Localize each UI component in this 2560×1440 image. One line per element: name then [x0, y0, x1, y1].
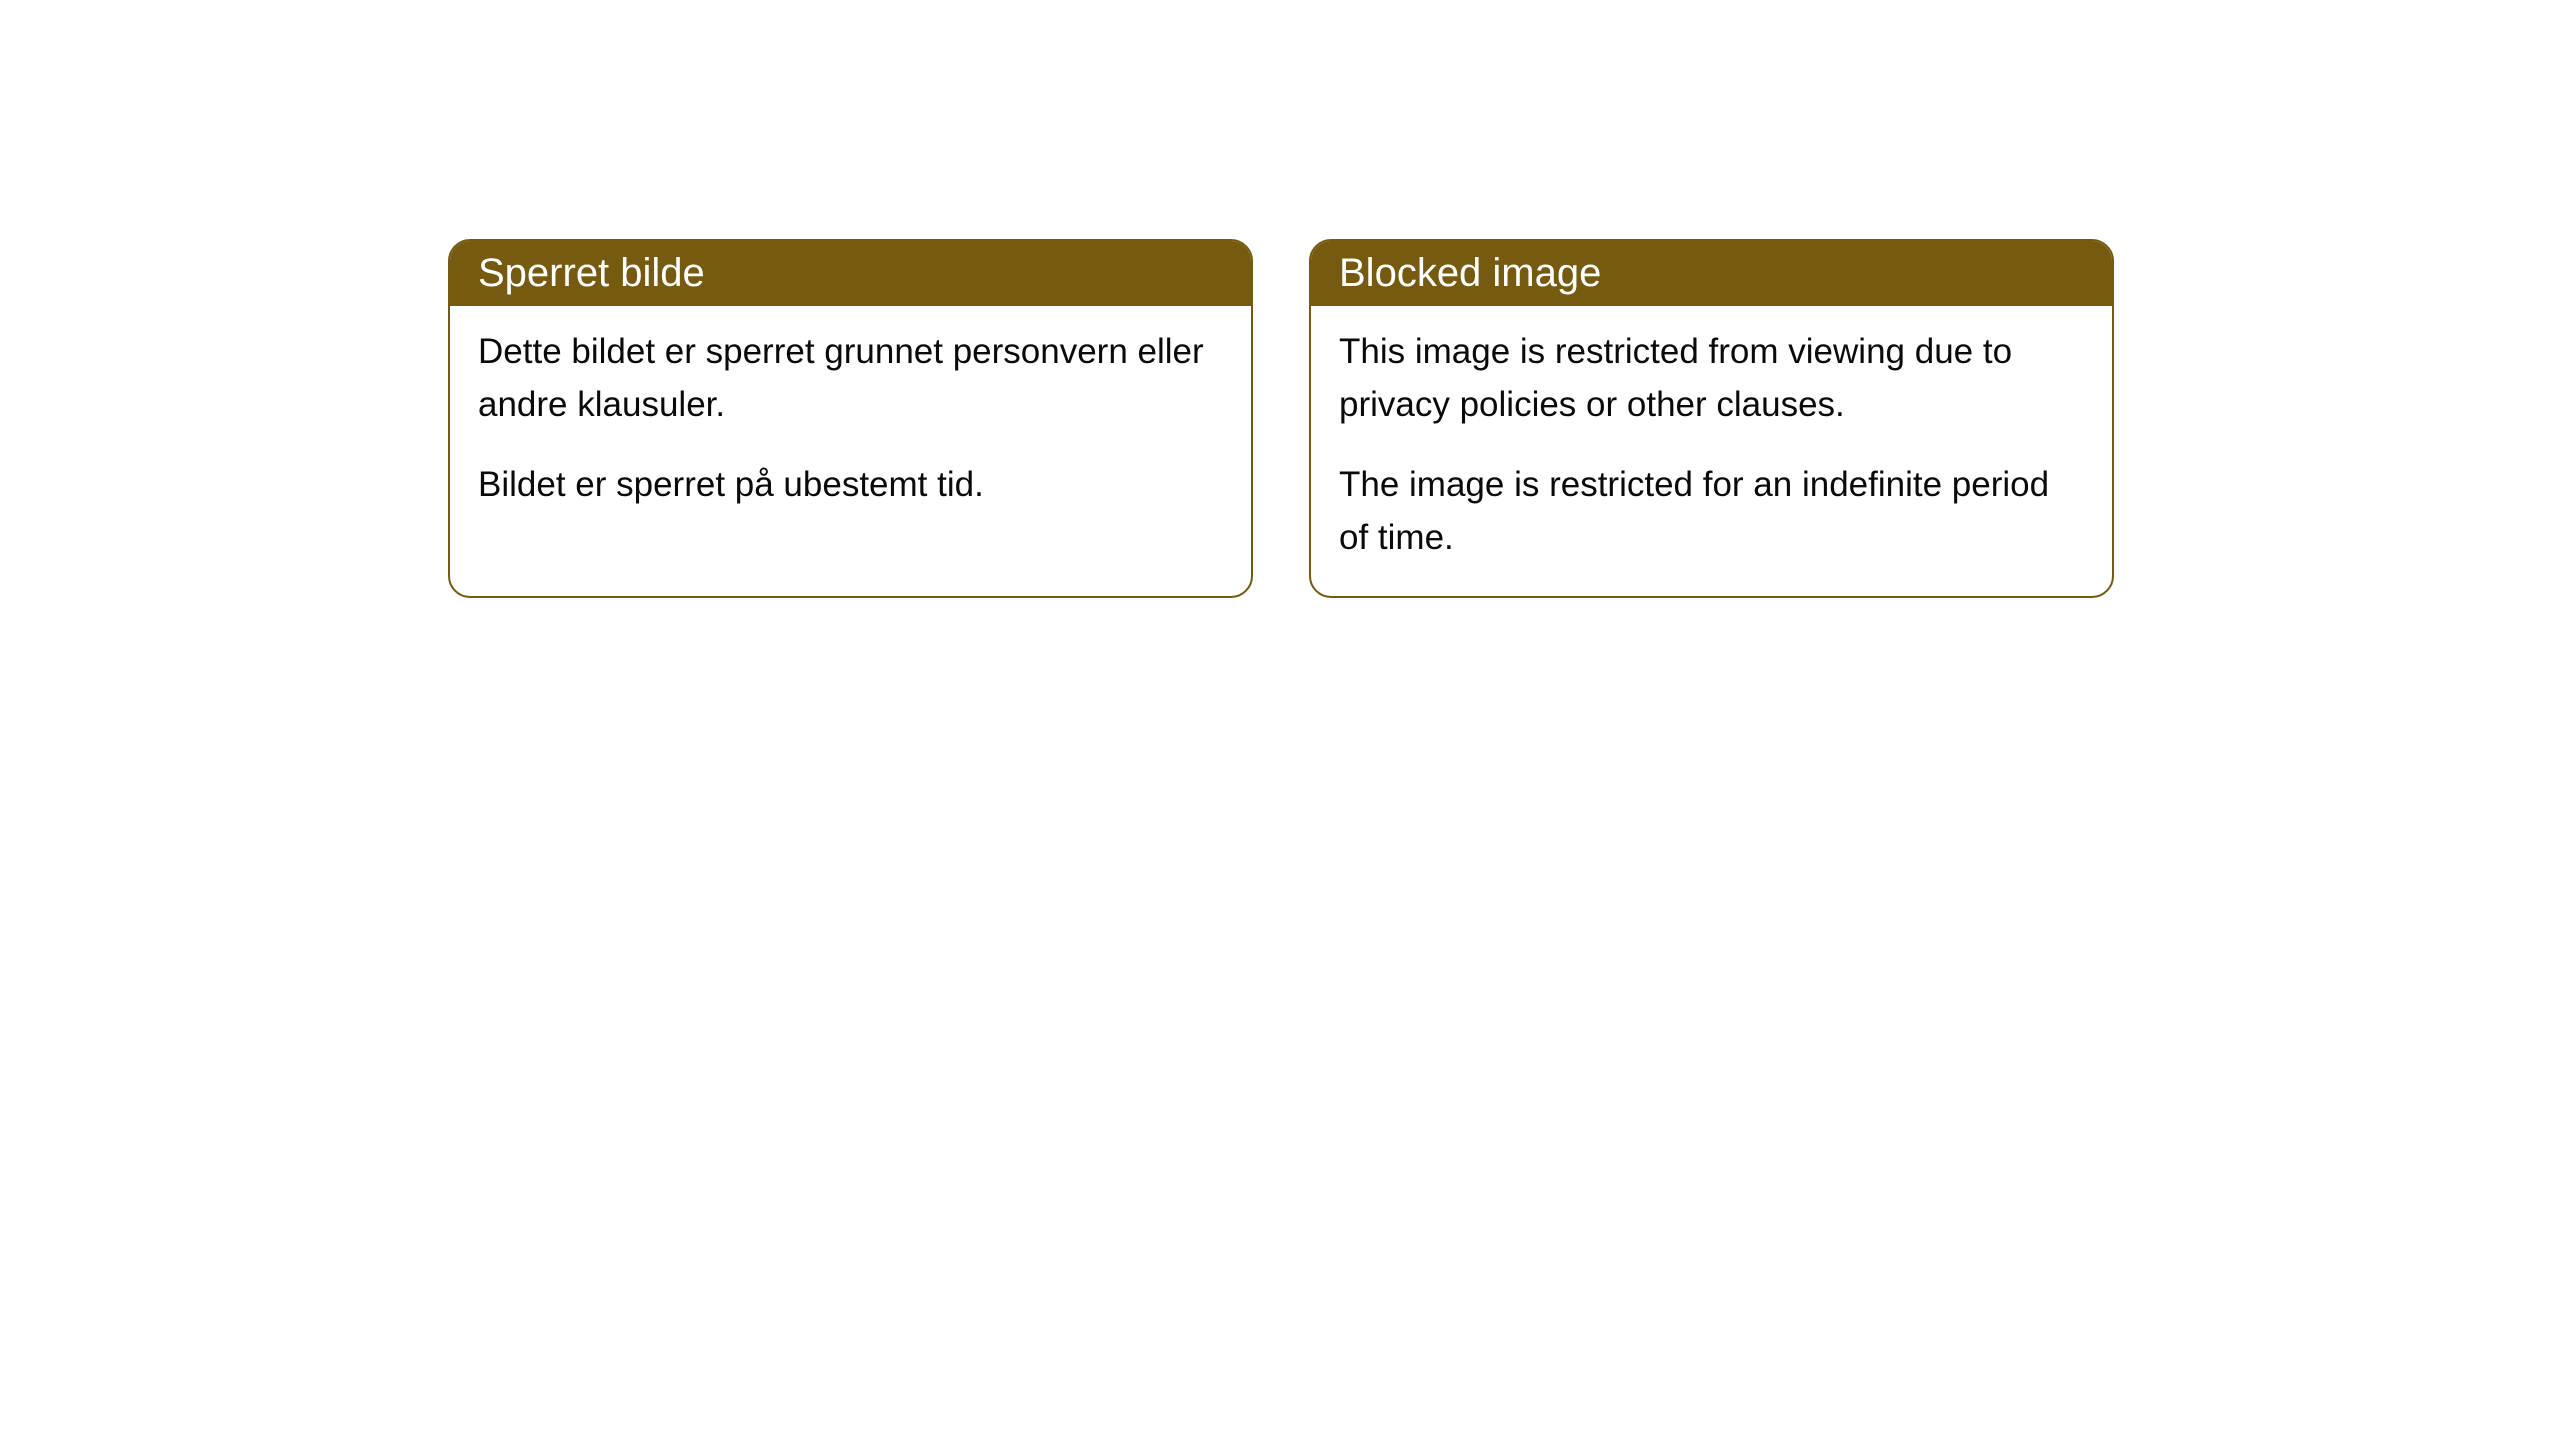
card-body-norwegian: Dette bildet er sperret grunnet personve…	[450, 306, 1251, 544]
card-header-english: Blocked image	[1311, 241, 2112, 306]
card-body-english: This image is restricted from viewing du…	[1311, 306, 2112, 596]
card-paragraph: This image is restricted from viewing du…	[1339, 326, 2084, 431]
card-paragraph: Dette bildet er sperret grunnet personve…	[478, 326, 1223, 431]
card-title: Blocked image	[1339, 251, 1601, 295]
card-title: Sperret bilde	[478, 251, 705, 295]
card-header-norwegian: Sperret bilde	[450, 241, 1251, 306]
card-paragraph: The image is restricted for an indefinit…	[1339, 459, 2084, 564]
notice-cards-container: Sperret bilde Dette bildet er sperret gr…	[448, 239, 2114, 598]
card-paragraph: Bildet er sperret på ubestemt tid.	[478, 459, 1223, 512]
notice-card-english: Blocked image This image is restricted f…	[1309, 239, 2114, 598]
notice-card-norwegian: Sperret bilde Dette bildet er sperret gr…	[448, 239, 1253, 598]
